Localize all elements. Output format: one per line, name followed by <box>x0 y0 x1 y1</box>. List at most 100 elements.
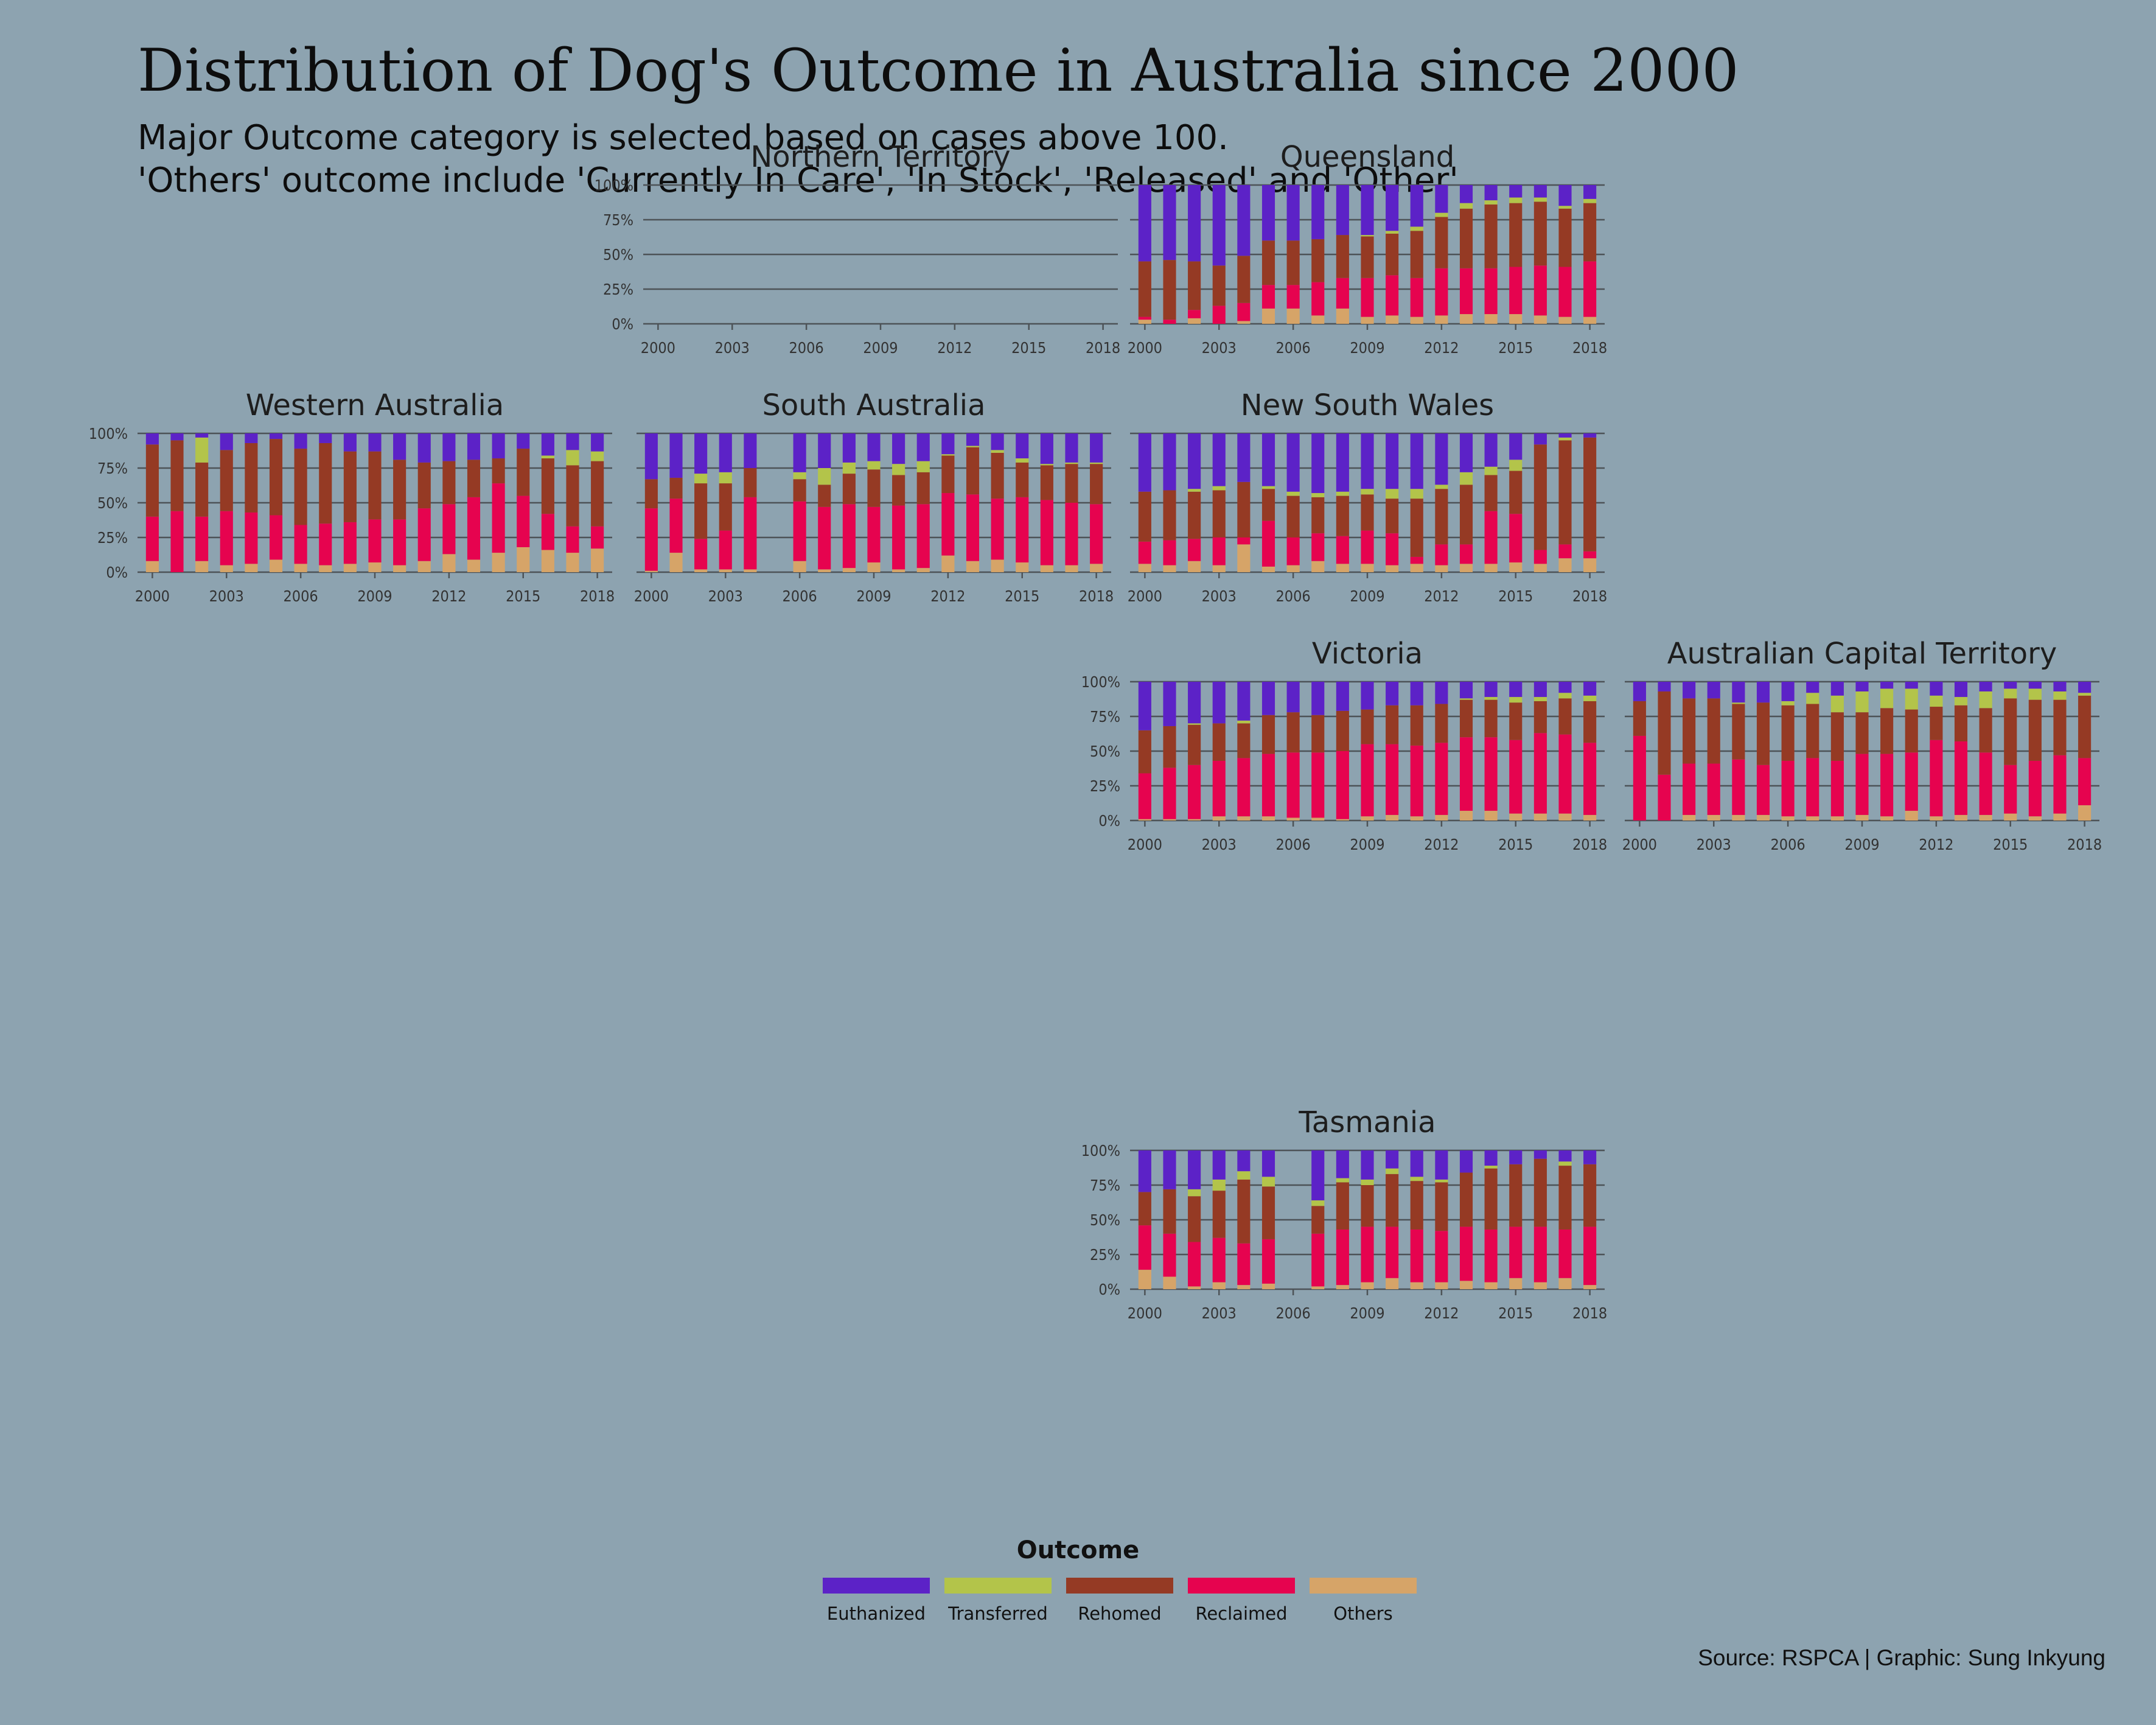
bar-segment-others-2010 <box>1386 315 1399 324</box>
bar-segment-euthanized-2015 <box>2004 682 2017 689</box>
x-tick-label: 2003 <box>1202 587 1237 605</box>
bar-segment-others-2010 <box>892 569 905 572</box>
bar-segment-reclaimed-2000 <box>1138 541 1151 564</box>
x-tick-label: 2003 <box>1202 1304 1237 1322</box>
bar-segment-rehomed-2017 <box>1558 440 1572 545</box>
bar-segment-others-2009 <box>1361 816 1374 821</box>
bar-segment-euthanized-2000 <box>644 433 658 480</box>
bar-segment-reclaimed-2011 <box>1410 556 1423 564</box>
bar-segment-reclaimed-2015 <box>1016 497 1029 563</box>
bar-segment-reclaimed-2000 <box>644 508 658 571</box>
bar-segment-rehomed-2003 <box>1212 723 1226 761</box>
x-tick-label: 2015 <box>1498 587 1533 605</box>
bar-segment-euthanized-2015 <box>1016 433 1029 459</box>
bar-segment-reclaimed-2009 <box>368 519 382 563</box>
bar-segment-reclaimed-2005 <box>1261 1239 1275 1284</box>
bar-segment-reclaimed-2009 <box>1855 754 1869 815</box>
bar-segment-rehomed-2005 <box>1261 715 1275 754</box>
x-tick-label: 2009 <box>1350 587 1384 605</box>
bar-segment-reclaimed-2005 <box>1261 285 1275 309</box>
bar-segment-transferred-2017 <box>1065 462 1078 464</box>
x-tick-label: 2000 <box>634 587 669 605</box>
facet-title: Northern Territory <box>750 140 1010 174</box>
bar-segment-euthanized-2011 <box>1410 433 1423 489</box>
bar-segment-reclaimed-2011 <box>1410 745 1423 817</box>
x-tick-label: 2006 <box>1276 587 1311 605</box>
bar-segment-euthanized-2018 <box>1090 433 1103 463</box>
legend-label-reclaimed: Reclaimed <box>1195 1603 1288 1624</box>
bar-segment-reclaimed-2001 <box>1658 774 1671 821</box>
bar-segment-transferred-2012 <box>1435 1179 1448 1183</box>
bar-segment-others-2017 <box>2053 813 2067 821</box>
bar-segment-reclaimed-2012 <box>1435 544 1448 565</box>
bar-segment-rehomed-2012 <box>1435 704 1448 743</box>
bar-segment-transferred-2003 <box>1212 1179 1226 1191</box>
bar-segment-reclaimed-2007 <box>1311 533 1325 561</box>
bar-segment-reclaimed-2002 <box>1683 763 1696 815</box>
bar-segment-transferred-2013 <box>1459 698 1473 700</box>
bar-segment-euthanized-2013 <box>1459 1150 1473 1173</box>
bar-segment-rehomed-2002 <box>1683 698 1696 764</box>
bar-segment-others-2010 <box>1386 565 1399 572</box>
bar-segment-rehomed-2017 <box>566 465 579 527</box>
bar-segment-reclaimed-2015 <box>1509 1226 1523 1278</box>
bar-segment-transferred-2015 <box>1509 197 1523 203</box>
bar-segment-euthanized-2007 <box>1806 682 1819 693</box>
bar-segment-euthanized-2012 <box>1435 185 1448 213</box>
bar-segment-rehomed-2013 <box>1954 705 1968 742</box>
bar-segment-rehomed-2012 <box>1435 489 1448 545</box>
bar-segment-transferred-2004 <box>1237 1171 1251 1180</box>
bar-segment-transferred-2002 <box>1188 723 1201 725</box>
bar-segment-rehomed-2012 <box>1435 1182 1448 1231</box>
bar-segment-euthanized-2001 <box>1658 682 1671 691</box>
bar-segment-others-2013 <box>1459 564 1473 572</box>
bar-segment-transferred-2012 <box>1435 212 1448 217</box>
bar-segment-rehomed-2005 <box>1261 1186 1275 1239</box>
bar-segment-others-2010 <box>1386 814 1399 821</box>
bar-segment-reclaimed-2002 <box>195 516 209 561</box>
bar-segment-rehomed-2004 <box>1237 723 1251 758</box>
x-tick-label: 2018 <box>1572 1304 1607 1322</box>
bar-segment-transferred-2007 <box>818 468 831 485</box>
bar-segment-rehomed-2010 <box>1386 705 1399 744</box>
bar-segment-euthanized-2015 <box>1509 185 1523 198</box>
bar-segment-rehomed-2004 <box>1732 704 1745 760</box>
legend-label-others: Others <box>1333 1603 1393 1624</box>
bar-segment-transferred-2009 <box>1855 691 1869 713</box>
bar-segment-others-2017 <box>1558 1278 1572 1289</box>
bar-segment-euthanized-2010 <box>1386 185 1399 231</box>
bar-segment-euthanized-2017 <box>1558 1150 1572 1162</box>
bar-segment-rehomed-2014 <box>1484 699 1498 738</box>
bar-segment-euthanized-2003 <box>1212 433 1226 486</box>
bar-segment-reclaimed-2018 <box>591 526 604 549</box>
bar-segment-euthanized-2007 <box>1311 1150 1325 1201</box>
x-tick-label: 2015 <box>1011 339 1046 357</box>
bar-segment-reclaimed-2010 <box>1386 533 1399 565</box>
bar-segment-others-2012 <box>1435 565 1448 572</box>
x-tick-label: 2012 <box>1919 836 1953 853</box>
bar-segment-euthanized-2017 <box>1065 433 1078 463</box>
y-tick-label: 50% <box>1090 743 1120 760</box>
bar-segment-rehomed-2014 <box>1484 1168 1498 1230</box>
bar-segment-transferred-2013 <box>966 446 980 447</box>
bar-segment-others-2004 <box>1237 321 1251 324</box>
bar-segment-transferred-2007 <box>1311 1200 1325 1206</box>
bar-segment-euthanized-2011 <box>1410 185 1423 227</box>
bar-segment-euthanized-2008 <box>1336 185 1349 236</box>
bar-segment-transferred-2016 <box>1533 197 1547 202</box>
bar-segment-rehomed-2016 <box>541 458 554 514</box>
bar-segment-rehomed-2005 <box>1756 702 1770 765</box>
x-tick-label: 2000 <box>1128 836 1162 853</box>
bar-segment-euthanized-2000 <box>1138 682 1151 730</box>
bar-segment-euthanized-2006 <box>1286 185 1300 241</box>
x-tick-label: 2000 <box>1128 339 1162 357</box>
bar-segment-euthanized-2008 <box>1336 682 1349 711</box>
bar-segment-transferred-2002 <box>1188 1189 1201 1197</box>
x-tick-label: 2009 <box>357 587 392 605</box>
bar-segment-rehomed-2000 <box>1633 701 1646 736</box>
bar-segment-others-2008 <box>1336 1285 1349 1289</box>
bar-segment-rehomed-2012 <box>941 455 955 494</box>
bar-segment-transferred-2011 <box>1905 688 1918 710</box>
bar-segment-transferred-2015 <box>1016 458 1029 463</box>
bar-segment-reclaimed-2014 <box>1979 752 1992 815</box>
